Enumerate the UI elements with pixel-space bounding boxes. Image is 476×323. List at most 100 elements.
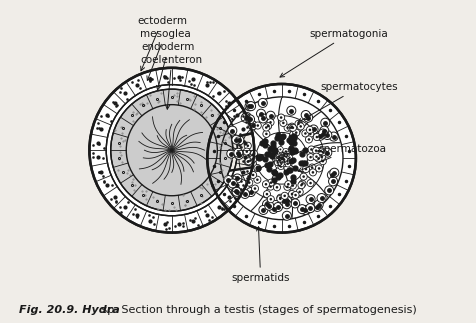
Circle shape bbox=[281, 157, 287, 162]
Circle shape bbox=[307, 138, 310, 141]
Circle shape bbox=[266, 111, 275, 120]
Circle shape bbox=[252, 174, 254, 176]
Circle shape bbox=[304, 132, 307, 135]
Circle shape bbox=[279, 162, 281, 164]
Circle shape bbox=[320, 126, 329, 135]
Circle shape bbox=[292, 133, 295, 136]
Circle shape bbox=[276, 152, 278, 154]
Circle shape bbox=[329, 132, 338, 141]
Circle shape bbox=[282, 200, 291, 209]
Circle shape bbox=[262, 200, 271, 209]
Circle shape bbox=[244, 158, 251, 165]
Circle shape bbox=[234, 150, 243, 159]
Circle shape bbox=[292, 127, 294, 129]
Circle shape bbox=[248, 121, 257, 130]
Circle shape bbox=[317, 148, 324, 155]
Circle shape bbox=[269, 204, 278, 214]
Circle shape bbox=[265, 201, 274, 210]
Circle shape bbox=[294, 194, 297, 196]
Circle shape bbox=[257, 124, 259, 127]
Circle shape bbox=[301, 205, 310, 214]
Circle shape bbox=[318, 153, 326, 161]
Circle shape bbox=[279, 159, 281, 161]
Circle shape bbox=[280, 156, 282, 158]
Circle shape bbox=[278, 155, 279, 157]
Circle shape bbox=[308, 146, 315, 153]
Circle shape bbox=[282, 151, 288, 157]
Text: endoderm: endoderm bbox=[142, 42, 195, 90]
Circle shape bbox=[282, 153, 288, 159]
Circle shape bbox=[309, 156, 312, 159]
Circle shape bbox=[330, 168, 339, 177]
Circle shape bbox=[246, 188, 255, 197]
Circle shape bbox=[282, 151, 284, 153]
Circle shape bbox=[263, 124, 270, 131]
Circle shape bbox=[278, 159, 280, 161]
Circle shape bbox=[285, 161, 291, 167]
Circle shape bbox=[274, 150, 279, 156]
Circle shape bbox=[278, 157, 283, 163]
Circle shape bbox=[233, 174, 242, 183]
Circle shape bbox=[279, 149, 281, 151]
Circle shape bbox=[287, 163, 289, 165]
Circle shape bbox=[280, 120, 287, 127]
Text: coelenteron: coelenteron bbox=[141, 55, 203, 109]
Circle shape bbox=[275, 158, 280, 164]
Circle shape bbox=[285, 151, 287, 153]
Circle shape bbox=[275, 160, 280, 166]
Circle shape bbox=[252, 158, 254, 160]
Circle shape bbox=[245, 102, 254, 111]
Circle shape bbox=[247, 160, 249, 163]
Circle shape bbox=[313, 202, 322, 211]
Circle shape bbox=[265, 122, 272, 130]
Circle shape bbox=[227, 149, 236, 158]
Circle shape bbox=[240, 189, 249, 198]
Circle shape bbox=[302, 175, 305, 178]
Circle shape bbox=[279, 160, 285, 166]
Circle shape bbox=[287, 183, 289, 185]
Circle shape bbox=[269, 198, 272, 201]
Text: spermatogonia: spermatogonia bbox=[280, 29, 388, 77]
Circle shape bbox=[280, 197, 289, 206]
Circle shape bbox=[289, 124, 297, 131]
Circle shape bbox=[279, 156, 285, 162]
Circle shape bbox=[270, 182, 272, 184]
Circle shape bbox=[276, 157, 282, 163]
Circle shape bbox=[307, 180, 314, 187]
Circle shape bbox=[277, 160, 278, 162]
Circle shape bbox=[278, 158, 280, 160]
Circle shape bbox=[284, 124, 291, 131]
Circle shape bbox=[283, 148, 288, 154]
Circle shape bbox=[312, 171, 314, 174]
Circle shape bbox=[322, 160, 324, 162]
Circle shape bbox=[298, 191, 301, 193]
Text: mesoglea: mesoglea bbox=[140, 29, 191, 80]
Circle shape bbox=[311, 166, 313, 169]
Circle shape bbox=[280, 157, 282, 159]
Circle shape bbox=[286, 126, 289, 129]
Circle shape bbox=[285, 152, 290, 158]
Text: sp. Section through a testis (stages of spermatogenesis): sp. Section through a testis (stages of … bbox=[98, 305, 416, 315]
Circle shape bbox=[263, 191, 270, 198]
Circle shape bbox=[279, 157, 281, 159]
Text: ectoderm: ectoderm bbox=[137, 16, 187, 71]
Circle shape bbox=[267, 196, 274, 203]
Circle shape bbox=[234, 148, 243, 157]
Circle shape bbox=[301, 182, 304, 185]
Circle shape bbox=[290, 127, 292, 129]
Circle shape bbox=[297, 122, 300, 125]
Circle shape bbox=[302, 130, 309, 137]
Circle shape bbox=[298, 205, 307, 214]
Circle shape bbox=[249, 151, 256, 159]
Circle shape bbox=[281, 157, 283, 159]
Circle shape bbox=[296, 188, 303, 195]
Circle shape bbox=[282, 156, 284, 158]
Circle shape bbox=[288, 123, 296, 130]
Circle shape bbox=[295, 131, 298, 134]
Circle shape bbox=[280, 150, 286, 155]
Circle shape bbox=[285, 151, 290, 157]
Circle shape bbox=[274, 203, 283, 212]
Circle shape bbox=[321, 151, 324, 153]
Polygon shape bbox=[210, 133, 251, 174]
Circle shape bbox=[277, 164, 279, 166]
